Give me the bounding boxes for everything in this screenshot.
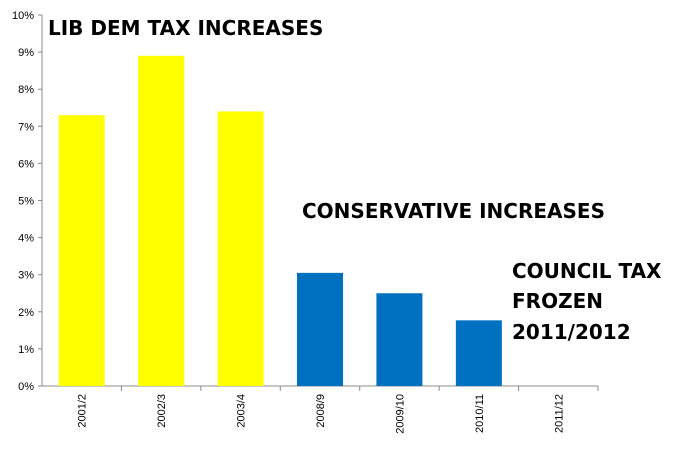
y-tick-label: 8% xyxy=(18,84,34,96)
annotation-frozen-line-2: FROZEN xyxy=(512,289,603,313)
x-tick-label: 2008/9 xyxy=(315,394,327,428)
y-tick-label: 9% xyxy=(18,47,34,59)
y-tick-label: 3% xyxy=(18,270,34,282)
bar-2008-9 xyxy=(297,272,343,386)
annotation-frozen-line-3: 2011/2012 xyxy=(512,320,631,344)
bar-2001-2 xyxy=(58,115,105,387)
x-tick-labels: 2001/2 2002/3 2003/4 2008/9 2009/10 2010/11 20… xyxy=(77,394,566,434)
y-tick-label: 6% xyxy=(18,158,34,170)
x-tick-label: 2011/12 xyxy=(553,394,565,433)
x-tick-label: 2002/3 xyxy=(156,394,168,428)
x-tick-label: 2009/10 xyxy=(394,394,406,434)
annotation-frozen-line-1: COUNCIL TAX xyxy=(512,259,662,283)
bar-2010-11 xyxy=(455,320,502,386)
y-tick-label: 5% xyxy=(18,196,34,208)
x-axis xyxy=(42,385,599,391)
annotation-lib-dem: LIB DEM TAX INCREASES xyxy=(48,16,323,40)
annotation-conservative: CONSERVATIVE INCREASES xyxy=(302,199,605,223)
bar-2003-4 xyxy=(217,111,264,387)
bar-2002-3 xyxy=(138,55,185,387)
x-tick-label: 2001/2 xyxy=(77,394,89,428)
x-tick-label: 2003/4 xyxy=(236,394,248,428)
y-tick-label: 2% xyxy=(18,307,34,319)
y-tick-label: 10% xyxy=(12,10,34,22)
y-tick-label: 1% xyxy=(18,344,34,356)
y-tick-label: 7% xyxy=(18,121,34,133)
y-axis xyxy=(38,14,43,387)
x-tick-label: 2010/11 xyxy=(474,394,486,433)
y-tick-label: 4% xyxy=(18,233,34,245)
bars xyxy=(58,55,502,387)
bar-2009-10 xyxy=(376,293,423,386)
y-tick-label: 0% xyxy=(18,381,34,393)
y-tick-labels: 0% 1% 2% 3% 4% 5% 6% 7% 8% 9% 10% xyxy=(12,10,34,393)
